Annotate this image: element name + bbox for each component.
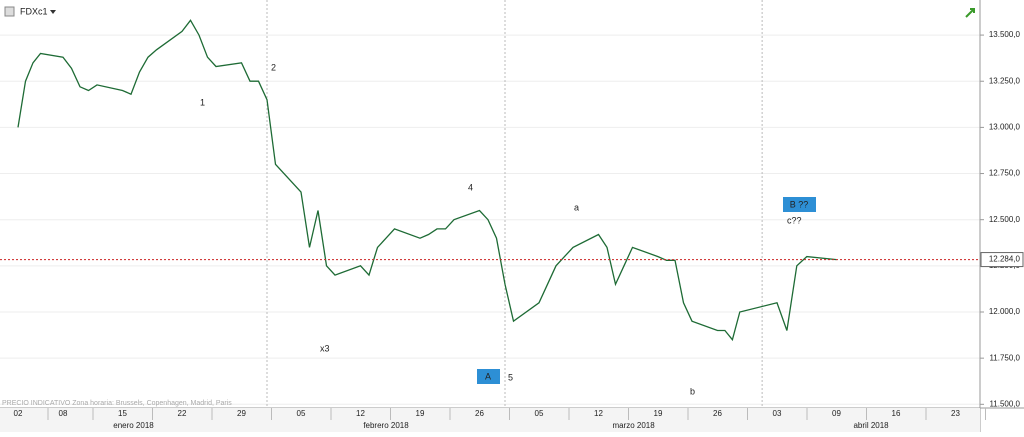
x-tick-label: 09: [832, 409, 841, 418]
y-tick-label: 12.000,0: [989, 307, 1021, 316]
annotation: 2: [271, 62, 276, 72]
annotation-box: [783, 197, 816, 212]
month-label: marzo 2018: [612, 421, 655, 430]
dropdown-arrow[interactable]: [50, 10, 56, 14]
month-label: abril 2018: [853, 421, 889, 430]
x-tick-label: 19: [654, 409, 663, 418]
symbol-icon: [4, 6, 15, 17]
x-tick-label: 19: [416, 409, 425, 418]
annotation: 5: [508, 372, 513, 382]
month-label: febrero 2018: [363, 421, 409, 430]
annotation: x3: [320, 343, 330, 353]
x-tick-label: 22: [178, 409, 187, 418]
y-tick-label: 11.750,0: [989, 353, 1020, 362]
x-tick-label: 15: [118, 409, 127, 418]
x-tick-label: 02: [14, 409, 23, 418]
x-tick-label: 26: [475, 409, 484, 418]
annotation: c??: [787, 215, 802, 225]
x-axis-band: [0, 408, 980, 432]
x-tick-label: 12: [594, 409, 603, 418]
month-label: enero 2018: [113, 421, 154, 430]
footnote: PRECIO INDICATIVO Zona horaria: Brussels…: [2, 400, 232, 407]
y-tick-label: 13.000,0: [989, 122, 1021, 131]
y-tick-label: 12.500,0: [989, 215, 1021, 224]
plot: [0, 19, 980, 342]
x-tick-label: 05: [535, 409, 544, 418]
x-tick-label: 16: [892, 409, 901, 418]
x-tick-label: 23: [951, 409, 960, 418]
y-tick-label: 13.250,0: [989, 76, 1021, 85]
chart-title[interactable]: FDXc1: [20, 6, 48, 16]
annotation: a: [574, 202, 579, 212]
y-tick-label: 13.500,0: [989, 30, 1021, 39]
x-tick-label: 26: [713, 409, 722, 418]
grid: [0, 0, 980, 432]
x-tick-label: 03: [773, 409, 782, 418]
x-tick-label: 05: [297, 409, 306, 418]
y-tick-label: 11.500,0: [989, 399, 1020, 408]
x-tick-label: 08: [59, 409, 68, 418]
x-tick-label: 12: [356, 409, 365, 418]
x-tick-label: 29: [237, 409, 246, 418]
annotation: A: [485, 371, 491, 381]
annotation: b: [690, 386, 695, 396]
y-tick-label: 12.750,0: [989, 169, 1021, 178]
reference-label: 12.284,0: [989, 255, 1021, 264]
trend-icon: [965, 8, 975, 18]
reference-label-box: [980, 252, 1024, 268]
annotation: 4: [468, 182, 473, 192]
annotation: B ??: [790, 199, 809, 209]
annotation: 1: [200, 97, 205, 107]
annotation-box: [477, 369, 500, 384]
price-line: [17, 19, 837, 342]
